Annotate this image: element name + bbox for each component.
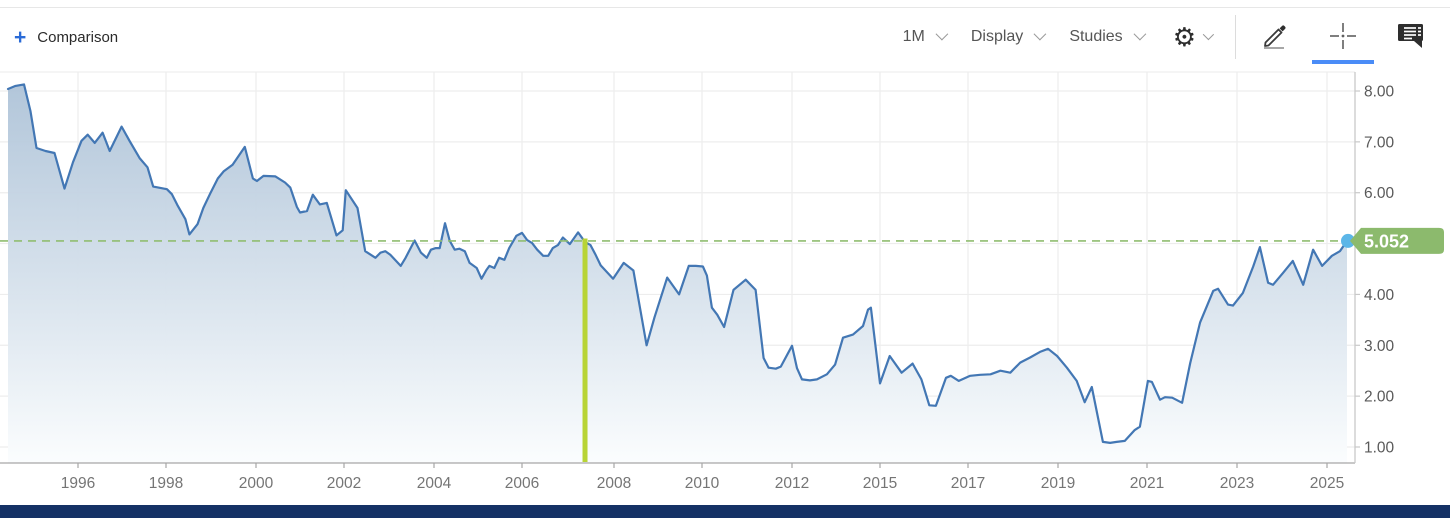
x-tick-label: 2010 bbox=[685, 475, 720, 492]
active-tool-underline bbox=[1312, 60, 1374, 64]
crosshair-tool-button[interactable] bbox=[1312, 20, 1374, 64]
x-tick-label: 2025 bbox=[1310, 475, 1344, 492]
gear-icon: ⚙ bbox=[1172, 22, 1196, 52]
current-price-tag: 5.052 bbox=[1350, 227, 1444, 254]
axes bbox=[0, 72, 1356, 464]
x-tick-label: 2006 bbox=[505, 475, 539, 492]
pencil-icon bbox=[1260, 21, 1290, 54]
chevron-down-icon bbox=[1033, 27, 1047, 41]
y-tick-label: 6.00 bbox=[1364, 185, 1395, 202]
x-tick-label: 2021 bbox=[1130, 475, 1164, 492]
chevron-down-icon bbox=[1133, 27, 1146, 41]
x-tick-label: 1996 bbox=[61, 475, 95, 492]
y-axis-labels: 1.002.003.004.005.006.007.008.00 bbox=[1355, 84, 1395, 457]
x-tick-label: 1998 bbox=[149, 475, 183, 492]
y-tick-label: 2.00 bbox=[1364, 389, 1395, 406]
crosshair-icon bbox=[1328, 21, 1358, 54]
draw-tool-button[interactable] bbox=[1258, 20, 1292, 54]
current-price-text: 5.052 bbox=[1364, 231, 1409, 251]
series-line bbox=[6, 83, 1349, 444]
plus-icon: + bbox=[14, 25, 27, 49]
y-tick-label: 8.00 bbox=[1364, 84, 1395, 101]
x-tick-label: 2023 bbox=[1220, 475, 1254, 492]
x-tick-label: 2019 bbox=[1041, 475, 1075, 492]
chevron-down-icon bbox=[935, 27, 949, 41]
top-border-line bbox=[0, 7, 1450, 8]
series-area-fill bbox=[8, 84, 1347, 464]
periodicity-dropdown[interactable]: 1M bbox=[902, 27, 949, 46]
toolbar-divider bbox=[1235, 15, 1236, 59]
y-tick-label: 4.00 bbox=[1364, 287, 1395, 304]
x-tick-label: 2008 bbox=[597, 475, 631, 492]
display-dropdown[interactable]: Display bbox=[970, 27, 1047, 46]
quote-feed-icon bbox=[1396, 22, 1426, 52]
x-tick-label: 2012 bbox=[775, 475, 809, 492]
x-tick-label: 2017 bbox=[951, 475, 985, 492]
add-comparison-button[interactable]: + Comparison bbox=[14, 27, 118, 48]
x-tick-label: 2002 bbox=[327, 475, 361, 492]
studies-label: Studies bbox=[1069, 28, 1123, 45]
comparison-label: Comparison bbox=[37, 28, 119, 46]
periodicity-label: 1M bbox=[902, 28, 925, 45]
bottom-bar bbox=[0, 505, 1450, 518]
toolbar-left-group: + Comparison bbox=[14, 27, 118, 48]
y-tick-label: 7.00 bbox=[1364, 134, 1395, 151]
display-label: Display bbox=[970, 28, 1024, 45]
y-tick-label: 3.00 bbox=[1364, 338, 1395, 355]
studies-dropdown[interactable]: Studies bbox=[1069, 27, 1146, 46]
last-price-dot bbox=[1341, 233, 1355, 248]
x-axis-labels: 1996 1998 2000 2002 2004 2006 2008 2010 2012 2015… bbox=[61, 463, 1344, 492]
toolbar-right-group: 1M Display Studies ⚙ bbox=[902, 15, 1434, 64]
x-tick-label: 2000 bbox=[239, 475, 274, 492]
chart-toolbar: + Comparison 1M Display Studies ⚙ bbox=[0, 8, 1450, 66]
x-tick-label: 2004 bbox=[417, 475, 452, 492]
x-tick-label: 2015 bbox=[863, 475, 897, 492]
quote-feed-button[interactable] bbox=[1394, 20, 1428, 54]
y-tick-label: 1.00 bbox=[1364, 440, 1395, 457]
settings-dropdown[interactable]: ⚙ bbox=[1172, 22, 1215, 52]
chevron-down-icon bbox=[1202, 28, 1215, 40]
